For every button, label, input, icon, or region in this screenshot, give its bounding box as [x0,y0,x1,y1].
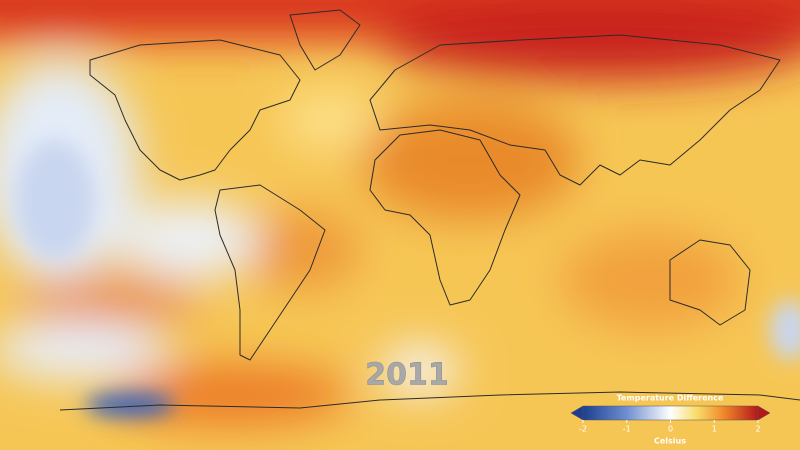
tick-label: -2 [579,425,587,434]
tick-label: 0 [668,425,673,434]
color-bar [582,405,759,421]
tick-label: 1 [712,425,717,434]
greenland [289,9,361,71]
australia [669,239,751,326]
year-label: 2011 [365,358,449,393]
color-legend: Temperature Difference Celsius -2 -1 0 1 2 [570,394,771,446]
tick-label: -1 [623,425,631,434]
antarctica [59,391,800,411]
high-arrow [757,405,771,421]
legend-title: Temperature Difference [617,394,724,403]
eurasia [369,34,781,186]
coastlines [59,9,800,411]
tick-label: 2 [755,425,760,434]
south-america [214,184,326,361]
africa [369,129,521,306]
legend-unit: Celsius [654,437,686,446]
north-america [89,39,301,181]
